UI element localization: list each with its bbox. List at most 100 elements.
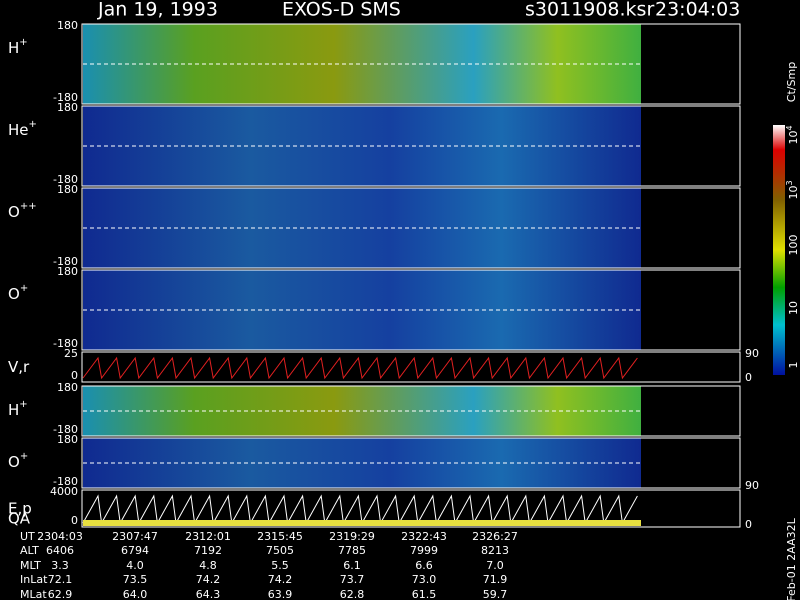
panel-label: V,r xyxy=(8,358,30,376)
panel-label: O+ xyxy=(8,283,28,303)
panel-label-sup: + xyxy=(20,451,28,462)
cell: 3.3 xyxy=(51,559,69,572)
colorbar-base: 10 xyxy=(787,186,800,200)
panel-frame xyxy=(81,187,741,269)
colorbar-exp: 4 xyxy=(785,125,794,130)
cell: 4.8 xyxy=(199,559,217,572)
colorbar-base: 10 xyxy=(787,301,800,315)
panel-label-text: V,r xyxy=(8,358,30,376)
panel-label: H+ xyxy=(8,399,28,419)
cell: 2315:45 xyxy=(257,530,303,543)
cell: 64.0 xyxy=(123,588,148,600)
cell: 7505 xyxy=(266,544,294,557)
cell: 7192 xyxy=(194,544,222,557)
instrument: EXOS-D SMS xyxy=(282,0,401,21)
row-label: ALT xyxy=(20,544,39,557)
panel-label-sup: + xyxy=(29,119,37,130)
cell: 8213 xyxy=(481,544,509,557)
row-label: MLat xyxy=(20,588,47,600)
panel-label-text: O xyxy=(8,453,20,471)
colorbar-tick-label: 103 xyxy=(785,180,800,199)
y-tick-label: -180 xyxy=(53,255,78,268)
panel-label-text: O xyxy=(8,285,20,303)
panel-label: H+ xyxy=(8,37,28,57)
trace xyxy=(82,356,638,380)
cell: 2304:03 xyxy=(37,530,83,543)
y-tick-label: -180 xyxy=(53,337,78,350)
y-tick-label: -180 xyxy=(53,423,78,436)
colorbar-tick-label: 104 xyxy=(785,125,800,144)
panel-label: QA xyxy=(8,510,31,528)
cell: 6406 xyxy=(46,544,74,557)
colorbar-tick-label: 100 xyxy=(787,235,800,256)
row-label: MLT xyxy=(20,559,41,572)
cell: 7785 xyxy=(338,544,366,557)
panel-label: O++ xyxy=(8,201,37,221)
cell: 73.7 xyxy=(340,573,365,586)
cell: 59.7 xyxy=(483,588,508,600)
cell: 2322:43 xyxy=(401,530,447,543)
cell: 72.1 xyxy=(48,573,73,586)
spectrogram xyxy=(83,188,641,268)
cell: 2319:29 xyxy=(329,530,375,543)
panel-label: O+ xyxy=(8,451,28,471)
cell: 2307:47 xyxy=(112,530,158,543)
y2-tick-label: 0 xyxy=(745,518,752,531)
y-tick-label: -180 xyxy=(53,475,78,488)
colorbar-exp: 3 xyxy=(785,180,794,185)
row-label: UT xyxy=(20,530,35,543)
spectrogram xyxy=(83,386,641,436)
panel-label-text: E,p xyxy=(8,499,32,517)
panel-label-sup: ++ xyxy=(20,201,37,212)
colorbar-base: 100 xyxy=(787,235,800,256)
cell: 64.3 xyxy=(196,588,221,600)
y2-tick-label: 90 xyxy=(745,347,759,360)
panel-label: E,p xyxy=(8,499,32,517)
file: s3011908.ksr xyxy=(525,0,654,21)
y-tick-label: 4000 xyxy=(50,485,78,498)
time: 23:04:03 xyxy=(655,0,740,21)
cell: 5.5 xyxy=(271,559,289,572)
y-tick-label: -180 xyxy=(53,91,78,104)
panel-label-text: H xyxy=(8,39,19,57)
panel-frame xyxy=(81,437,741,489)
panel-frame xyxy=(81,105,741,187)
footer: Feb-01 2AA32L xyxy=(785,517,798,600)
colorbar xyxy=(773,125,785,375)
cell: 62.9 xyxy=(48,588,73,600)
colorbar-unit: Ct/Smp xyxy=(785,62,798,102)
trace xyxy=(82,494,638,525)
cell: 63.9 xyxy=(268,588,293,600)
panel-frame xyxy=(81,23,741,105)
cell: 2326:27 xyxy=(472,530,518,543)
y-tick-label: 180 xyxy=(57,265,78,278)
cell: 6.6 xyxy=(415,559,433,572)
cell: 71.9 xyxy=(483,573,508,586)
panel-label-sup: + xyxy=(19,399,27,410)
panel-frame xyxy=(81,351,741,383)
panel-label-text: O xyxy=(8,203,20,221)
panel-label: He+ xyxy=(8,119,37,139)
colorbar-tick-label: 1 xyxy=(787,362,800,369)
qa-bar xyxy=(83,520,641,526)
cell: 73.0 xyxy=(412,573,437,586)
colorbar-tick-label: 10 xyxy=(787,301,800,315)
cell: 74.2 xyxy=(268,573,293,586)
panel-frame xyxy=(81,385,741,437)
y-tick-label: 25 xyxy=(64,347,78,360)
cell: 6794 xyxy=(121,544,149,557)
row-label: InLat xyxy=(20,573,48,586)
y2-tick-label: 90 xyxy=(745,479,759,492)
panel-label-text: He xyxy=(8,121,29,139)
cell: 74.2 xyxy=(196,573,221,586)
spectrogram xyxy=(83,270,641,350)
spectrogram xyxy=(83,24,641,104)
date: Jan 19, 1993 xyxy=(97,0,218,21)
y-tick-label: -180 xyxy=(53,173,78,186)
y-tick-label: 0 xyxy=(71,514,78,527)
panel-frame xyxy=(81,269,741,351)
spectrogram xyxy=(83,106,641,186)
cell: 2312:01 xyxy=(185,530,231,543)
panel-label-text: H xyxy=(8,401,19,419)
